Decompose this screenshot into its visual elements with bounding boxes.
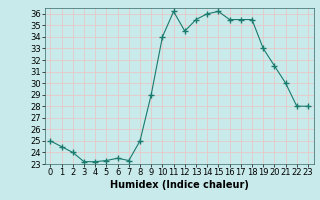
- X-axis label: Humidex (Indice chaleur): Humidex (Indice chaleur): [110, 180, 249, 190]
